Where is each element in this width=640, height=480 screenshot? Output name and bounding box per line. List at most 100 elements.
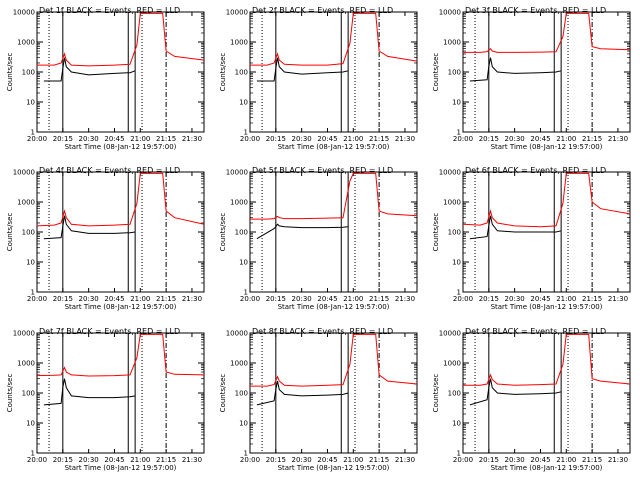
y-tick-label: 10000 bbox=[226, 169, 248, 177]
y-axis-label: Counts/sec bbox=[6, 53, 14, 92]
x-tick-label: 21:30 bbox=[395, 295, 415, 303]
x-tick-label: 20:30 bbox=[505, 295, 525, 303]
x-tick-label: 20:30 bbox=[505, 135, 525, 143]
panel-title: Det 4f BLACK = Events, RED = LLD bbox=[39, 166, 180, 175]
x-tick-label: 20:30 bbox=[292, 295, 312, 303]
x-tick-label: 21:00 bbox=[130, 456, 150, 464]
x-tick-label: 21:00 bbox=[130, 295, 150, 303]
panel-title: Det 9f BLACK = Events, RED = LLD bbox=[465, 327, 606, 336]
y-tick-label: 1000 bbox=[230, 360, 248, 368]
y-tick-label: 100 bbox=[22, 390, 35, 398]
y-tick-label: 1000 bbox=[443, 39, 461, 47]
y-tick-label: 10000 bbox=[226, 330, 248, 338]
x-tick-label: 20:15 bbox=[479, 456, 499, 464]
panel-det-2: 20:00 20:15 20:30 20:45 21:00 21:15 21:30 1 10 10… bbox=[219, 6, 418, 151]
x-tick-label: 20:00 bbox=[27, 135, 47, 143]
y-tick-label: 10 bbox=[452, 259, 461, 267]
x-tick-label: 20:45 bbox=[317, 295, 337, 303]
x-tick-label: 20:15 bbox=[266, 456, 286, 464]
panel-det-7: 20:00 20:15 20:30 20:45 21:00 21:15 21:30 1 10 10… bbox=[6, 327, 205, 472]
x-tick-label: 21:30 bbox=[182, 295, 202, 303]
panel-det-6: 20:00 20:15 20:30 20:45 21:00 21:15 21:30 1 10 10… bbox=[432, 166, 631, 311]
series-lld-line bbox=[36, 333, 205, 377]
panel-title: Det 8f BLACK = Events, RED = LLD bbox=[252, 327, 393, 336]
y-tick-label: 10000 bbox=[13, 330, 35, 338]
y-tick-label: 1 bbox=[31, 129, 35, 137]
series-lld-line bbox=[462, 172, 631, 228]
y-tick-label: 1 bbox=[457, 129, 461, 137]
series-events-line bbox=[43, 378, 136, 406]
panel-det-8: 20:00 20:15 20:30 20:45 21:00 21:15 21:30 1 10 10… bbox=[219, 327, 418, 472]
y-tick-label: 10 bbox=[26, 99, 35, 107]
x-tick-label: 21:30 bbox=[608, 135, 628, 143]
y-tick-label: 10 bbox=[452, 99, 461, 107]
y-tick-label: 1000 bbox=[443, 360, 461, 368]
x-axis-label: Start Time (08-Jan-12 19:57:00) bbox=[65, 303, 177, 311]
x-tick-label: 21:15 bbox=[156, 135, 176, 143]
x-axis-label: Start Time (08-Jan-12 19:57:00) bbox=[65, 464, 177, 472]
y-tick-label: 100 bbox=[235, 390, 248, 398]
y-tick-label: 1000 bbox=[443, 199, 461, 207]
y-tick-label: 10000 bbox=[439, 9, 461, 17]
y-tick-label: 10 bbox=[26, 420, 35, 428]
x-tick-label: 20:00 bbox=[453, 135, 473, 143]
series-events-line bbox=[469, 215, 562, 240]
x-tick-label: 20:45 bbox=[530, 456, 550, 464]
x-tick-label: 21:15 bbox=[369, 295, 389, 303]
x-tick-label: 20:00 bbox=[453, 295, 473, 303]
y-tick-label: 1 bbox=[457, 450, 461, 458]
x-tick-label: 20:30 bbox=[79, 456, 99, 464]
x-tick-label: 21:30 bbox=[395, 456, 415, 464]
x-tick-label: 20:15 bbox=[266, 135, 286, 143]
y-axis-label: Counts/sec bbox=[432, 374, 440, 413]
y-tick-label: 10 bbox=[239, 420, 248, 428]
x-tick-label: 20:45 bbox=[104, 135, 124, 143]
series-events-line bbox=[256, 57, 349, 82]
y-tick-label: 100 bbox=[235, 69, 248, 77]
panel-det-5: 20:00 20:15 20:30 20:45 21:00 21:15 21:30 1 10 10… bbox=[219, 166, 418, 311]
y-tick-label: 10000 bbox=[439, 169, 461, 177]
x-tick-label: 20:30 bbox=[79, 135, 99, 143]
y-tick-label: 100 bbox=[448, 229, 461, 237]
y-tick-label: 1000 bbox=[17, 360, 35, 368]
x-axis-label: Start Time (08-Jan-12 19:57:00) bbox=[278, 143, 390, 151]
x-tick-label: 20:30 bbox=[292, 456, 312, 464]
series-lld-line bbox=[37, 12, 205, 67]
x-tick-label: 20:00 bbox=[240, 456, 260, 464]
y-tick-label: 100 bbox=[22, 229, 35, 237]
y-tick-label: 10000 bbox=[226, 9, 248, 17]
y-tick-label: 1 bbox=[31, 289, 35, 297]
y-tick-label: 10 bbox=[26, 259, 35, 267]
y-axis-label: Counts/sec bbox=[219, 213, 227, 252]
y-axis-label: Counts/sec bbox=[6, 374, 14, 413]
series-events-line bbox=[43, 57, 136, 82]
panel-title: Det 1f BLACK = Events, RED = LLD bbox=[39, 6, 180, 15]
x-tick-label: 20:30 bbox=[79, 295, 99, 303]
x-tick-label: 21:30 bbox=[395, 135, 415, 143]
x-tick-label: 21:00 bbox=[343, 456, 363, 464]
x-tick-label: 21:00 bbox=[343, 135, 363, 143]
x-tick-label: 21:00 bbox=[343, 295, 363, 303]
panel-title: Det 3f BLACK = Events, RED = LLD bbox=[465, 6, 606, 15]
x-tick-label: 21:15 bbox=[156, 456, 176, 464]
y-axis-label: Counts/sec bbox=[432, 53, 440, 92]
y-tick-label: 100 bbox=[22, 69, 35, 77]
x-tick-label: 21:15 bbox=[369, 135, 389, 143]
x-tick-label: 20:30 bbox=[505, 456, 525, 464]
series-lld-line bbox=[463, 333, 631, 386]
x-tick-label: 21:00 bbox=[556, 295, 576, 303]
y-tick-label: 1000 bbox=[17, 199, 35, 207]
x-tick-label: 20:00 bbox=[240, 295, 260, 303]
y-tick-label: 1 bbox=[457, 289, 461, 297]
x-tick-label: 20:00 bbox=[453, 456, 473, 464]
series-lld-line bbox=[250, 333, 418, 387]
y-tick-label: 1000 bbox=[230, 39, 248, 47]
series-events-line bbox=[256, 380, 349, 406]
y-tick-label: 10000 bbox=[13, 9, 35, 17]
x-axis-label: Start Time (08-Jan-12 19:57:00) bbox=[491, 303, 603, 311]
series-events-line bbox=[43, 215, 136, 240]
y-tick-label: 1 bbox=[31, 450, 35, 458]
x-tick-label: 20:45 bbox=[530, 295, 550, 303]
x-axis-label: Start Time (08-Jan-12 19:57:00) bbox=[491, 143, 603, 151]
